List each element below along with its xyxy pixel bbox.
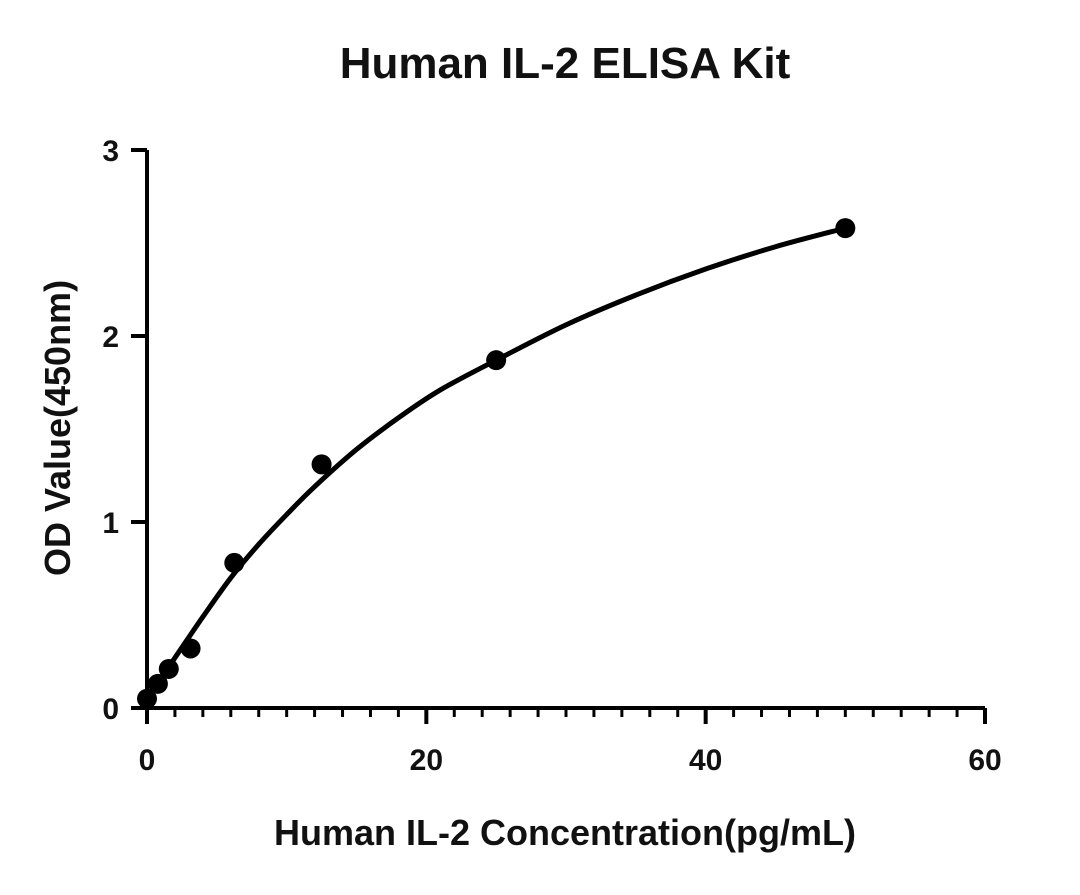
x-tick-label: 0	[139, 744, 156, 777]
x-tick-label: 20	[410, 744, 443, 777]
x-tick-label: 40	[689, 744, 722, 777]
fit-curve-group	[144, 225, 848, 702]
data-point	[137, 688, 157, 709]
data-point	[835, 218, 856, 239]
x-axis-title: Human IL-2 Concentration(pg/mL)	[274, 812, 856, 853]
data-point	[180, 638, 201, 659]
x-axis: 0 20 40 60	[139, 706, 1002, 777]
data-points	[137, 218, 856, 709]
chart-title: Human IL-2 ELISA Kit	[340, 39, 791, 88]
y-tick-label: 0	[102, 693, 119, 726]
data-point	[311, 454, 332, 475]
y-tick-label: 2	[102, 321, 119, 354]
x-tick-label: 60	[968, 744, 1001, 777]
y-axis: 0 1 2 3	[102, 135, 149, 726]
data-point	[486, 350, 507, 371]
y-tick-label: 3	[102, 135, 119, 168]
data-point	[147, 673, 168, 694]
y-tick-label: 1	[102, 507, 119, 540]
data-point	[224, 552, 245, 573]
y-axis-title: OD Value(450nm)	[37, 280, 78, 576]
data-point	[158, 658, 179, 679]
fit-curve	[144, 225, 848, 702]
